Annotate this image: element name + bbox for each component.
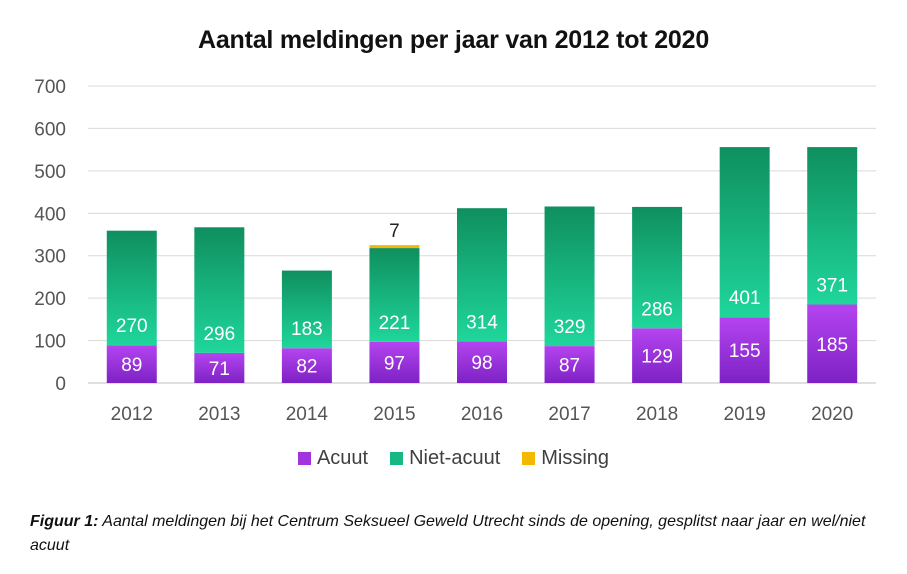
bar-niet-acuut [194,227,245,353]
y-tick-label: 400 [34,204,66,225]
data-label-acuut: 129 [641,347,673,368]
legend-item-missing: Missing [522,447,609,470]
data-label-niet-acuut: 329 [554,317,586,338]
y-tick-label: 700 [34,77,66,98]
bar-acuut [807,304,858,383]
data-label-niet-acuut: 270 [116,316,148,337]
bar-acuut [106,345,157,383]
bar-acuut [544,346,595,383]
chart-plot: 0 100 200 300 400 500 600 700 89 270 2012 71 296 2013… [34,77,876,425]
bar-niet-acuut [106,230,157,346]
legend-swatch-missing [522,452,536,465]
legend-label-missing: Missing [541,447,610,469]
legend-swatch-niet-acuut [390,452,404,465]
bar-niet-acuut [544,206,595,347]
y-tick-label: 100 [34,332,66,353]
data-label-acuut: 97 [384,353,405,374]
legend-label-niet-acuut: Niet-acuut [409,447,501,469]
data-label-niet-acuut: 314 [466,312,498,333]
y-tick-label: 600 [34,119,66,140]
bar-acuut [194,352,245,383]
y-tick-label: 200 [34,289,66,310]
bar-acuut [632,328,683,383]
bar-missing [369,245,420,249]
bar-niet-acuut [281,270,332,349]
data-label-acuut: 155 [729,341,761,362]
data-label-niet-acuut: 401 [729,288,761,309]
bar-niet-acuut [807,147,858,305]
x-tick-label: 2020 [811,404,853,425]
caption-text: Aantal meldingen bij het Centrum Seksuee… [30,513,866,554]
bar-acuut [457,341,507,383]
bar-niet-acuut [719,147,770,318]
data-label-acuut: 185 [816,335,848,356]
legend-label-acuut: Acuut [316,447,369,469]
legend-swatch-acuut [297,452,311,465]
x-tick-label: 2013 [198,404,240,425]
data-label-acuut: 82 [296,357,317,378]
data-label-niet-acuut: 286 [641,299,673,320]
bar-niet-acuut [632,206,683,329]
y-tick-label: 300 [34,247,66,268]
x-tick-label: 2012 [111,404,153,425]
bar-acuut [281,348,332,383]
bar-niet-acuut [369,248,420,342]
bar-acuut [369,341,420,383]
x-tick-label: 2015 [373,404,415,425]
data-label-acuut: 89 [121,355,142,376]
y-tick-label: 0 [55,374,66,395]
data-label-acuut: 71 [209,359,230,380]
chart-title: Aantal meldingen per jaar van 2012 tot 2… [197,26,710,54]
legend-item-acuut: Acuut [297,447,369,470]
legend-item-niet-acuut: Niet-acuut [390,447,500,470]
data-label-acuut: 87 [559,356,580,377]
data-label-niet-acuut: 221 [379,313,411,334]
data-label-niet-acuut: 371 [816,276,848,297]
x-tick-label: 2016 [461,404,503,425]
bar-acuut [719,317,770,383]
data-label-niet-acuut: 296 [203,324,235,345]
legend: Acuut Niet-acuut Missing [0,447,907,470]
data-label-missing: 7 [389,221,400,242]
data-label-acuut: 98 [471,353,492,374]
bar-niet-acuut [457,208,507,342]
caption-label: Figuur 1: [30,513,99,530]
x-tick-label: 2014 [286,404,329,425]
x-tick-label: 2018 [636,404,678,425]
x-tick-label: 2017 [548,404,590,425]
figure-caption: Figuur 1: Aantal meldingen bij het Centr… [30,510,890,558]
data-label-niet-acuut: 183 [291,319,323,340]
x-tick-label: 2019 [724,404,766,425]
y-tick-label: 500 [34,162,66,183]
